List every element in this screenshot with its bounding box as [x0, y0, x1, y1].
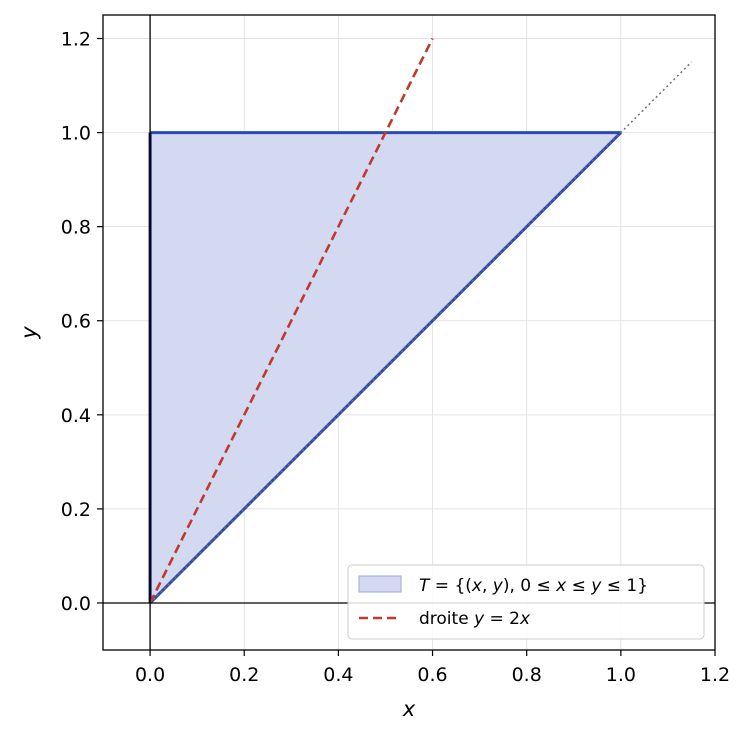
legend-label: T = {(x, y), 0 ≤ x ≤ y ≤ 1} — [419, 576, 648, 596]
y-tick-label: 1.0 — [61, 123, 91, 145]
legend-box — [347, 564, 705, 640]
line-y-equals-2x — [148, 37, 434, 604]
y-tick-label: 0.0 — [61, 593, 91, 615]
y-tick-label: 1.2 — [61, 29, 91, 51]
y-axis-label: y — [17, 326, 41, 340]
tick-marks: 0.0 0.2 0.4 0.6 0.8 1.0 1.2 0.0 0.2 0.4 0.6 0.8 1.0 1… — [61, 29, 730, 686]
x-tick-label: 0.8 — [512, 664, 542, 686]
x-axis-label: x — [402, 697, 416, 721]
legend: T = {(x, y), 0 ≤ x ≤ y ≤ 1} droite y = 2x — [347, 564, 705, 640]
y-tick-label: 0.6 — [61, 311, 91, 333]
legend-swatch-region — [358, 575, 402, 593]
x-tick-label: 1.2 — [700, 664, 730, 686]
y-tick-label: 0.2 — [61, 499, 91, 521]
plot-frame — [102, 14, 716, 651]
x-tick-label: 1.0 — [606, 664, 636, 686]
y-tick-label: 0.4 — [61, 405, 91, 427]
x-tick-label: 0.0 — [135, 664, 165, 686]
x-tick-label: 0.4 — [323, 664, 353, 686]
y-tick-label: 0.8 — [61, 217, 91, 239]
x-tick-label: 0.6 — [417, 664, 447, 686]
x-tick-label: 0.2 — [229, 664, 259, 686]
legend-label: droite y = 2x — [419, 609, 531, 629]
